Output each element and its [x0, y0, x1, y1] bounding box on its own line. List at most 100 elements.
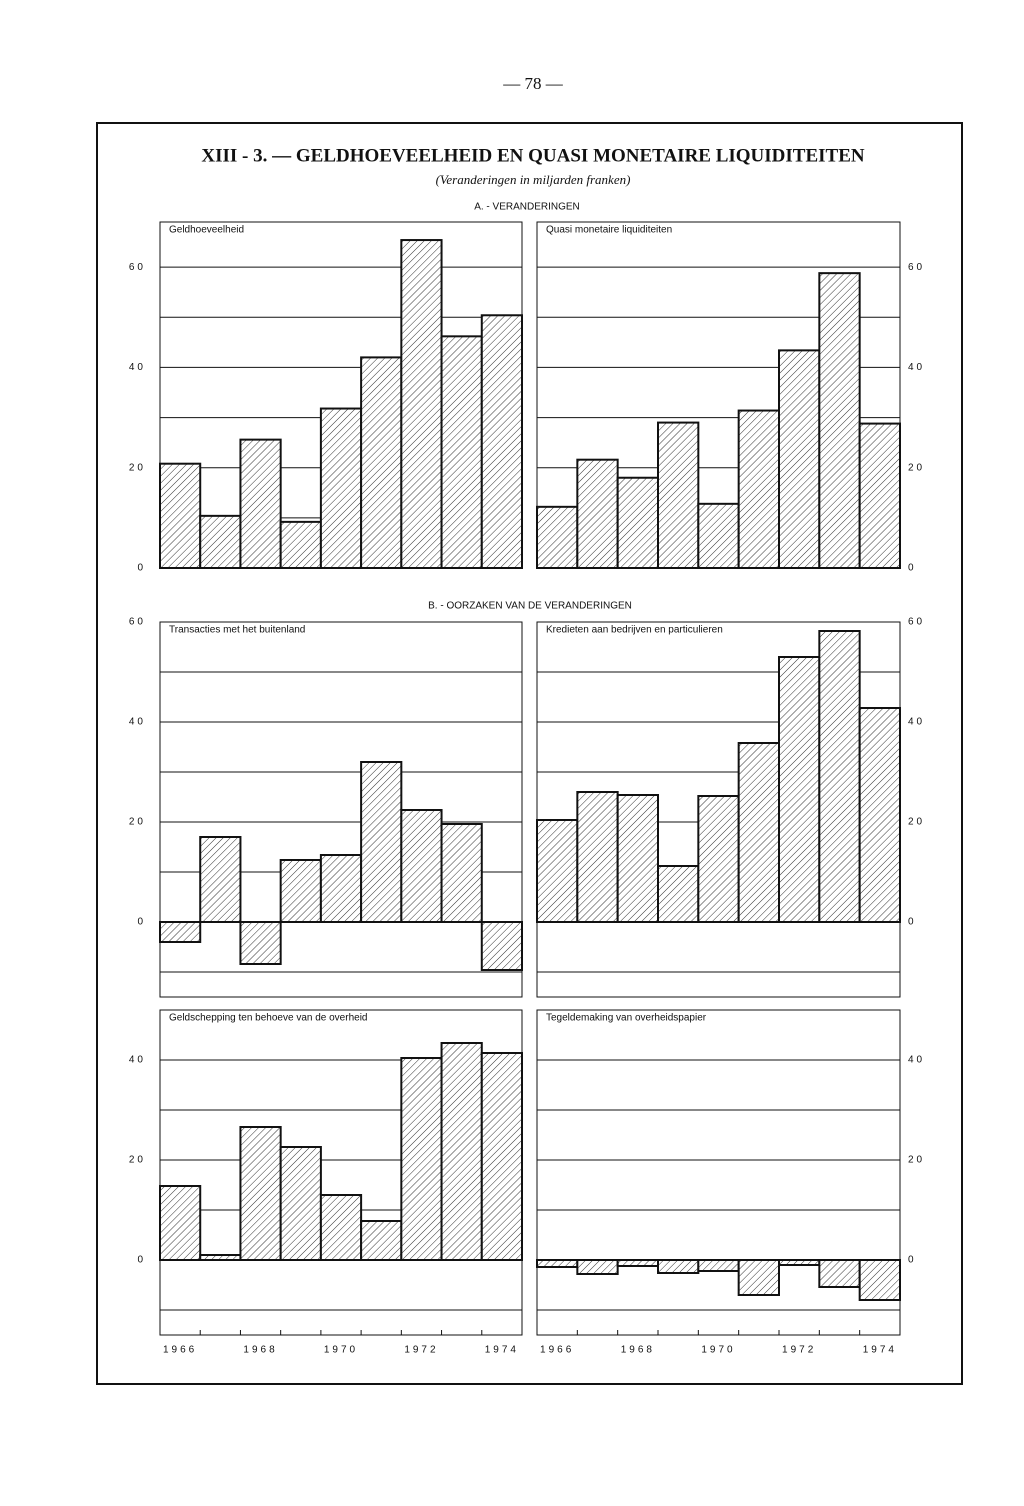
y-tick-label: 40 [129, 717, 146, 728]
bar [818, 272, 861, 569]
bar [818, 630, 861, 923]
y-tick-label: 40 [129, 362, 146, 373]
bar [279, 1146, 322, 1261]
y-tick-label: 20 [129, 817, 146, 828]
y-tick-label: 40 [908, 362, 925, 373]
y-tick-label: 20 [129, 1155, 146, 1166]
bar [697, 795, 740, 923]
bar [536, 1259, 579, 1268]
bar [400, 1057, 443, 1261]
bar [319, 1194, 363, 1261]
main-title: XIII - 3. — GELDHOEVEELHEID EN QUASI MON… [201, 145, 864, 166]
bar [536, 819, 579, 923]
bar [279, 859, 322, 923]
bar [616, 794, 660, 923]
y-tick-label: 0 [137, 563, 146, 574]
bar [778, 656, 821, 923]
y-tick-label: 0 [137, 917, 146, 928]
bar [199, 514, 242, 570]
bar [858, 1259, 902, 1301]
y-tick-label: 0 [908, 563, 917, 574]
bar [657, 1259, 700, 1274]
bar [616, 1259, 660, 1267]
bar [697, 502, 740, 569]
panel-title: Quasi monetaire liquiditeiten [546, 225, 672, 236]
bar [440, 1042, 483, 1261]
y-tick-label: 20 [908, 1155, 925, 1166]
section-label: B. - OORZAKEN VAN DE VERANDERINGEN [428, 601, 632, 612]
bar [657, 865, 700, 923]
x-tick-label: 1972 [782, 1345, 816, 1356]
y-tick-label: 60 [908, 262, 925, 273]
frame [96, 122, 963, 1385]
bar [360, 356, 403, 569]
y-tick-label: 20 [908, 462, 925, 473]
bar [360, 761, 403, 923]
y-tick-label: 20 [129, 462, 146, 473]
x-tick-label: 1974 [863, 1345, 897, 1356]
y-tick-label: 60 [129, 617, 146, 628]
bar [440, 335, 483, 570]
x-tick-label: 1970 [701, 1345, 735, 1356]
bar [199, 836, 242, 923]
bar [536, 505, 579, 569]
panel-title: Tegeldemaking van overheidspapier [546, 1013, 707, 1024]
bar [159, 921, 202, 943]
bar [576, 458, 619, 569]
x-tick-label: 1968 [243, 1345, 277, 1356]
bar [737, 742, 781, 923]
bar [858, 422, 902, 569]
bar [360, 1220, 403, 1261]
bar [480, 1052, 523, 1261]
bar [159, 462, 202, 569]
bar [400, 809, 443, 923]
subtitle: (Veranderingen in miljarden franken) [436, 172, 631, 187]
x-tick-label: 1970 [324, 1345, 358, 1356]
bar [737, 409, 781, 569]
x-tick-label: 1968 [621, 1345, 655, 1356]
bar [818, 1259, 861, 1288]
bar [279, 520, 322, 569]
y-tick-label: 60 [908, 617, 925, 628]
section-label: A. - VERANDERINGEN [474, 202, 580, 213]
bar [400, 239, 443, 569]
panel-frame [536, 1009, 901, 1336]
y-tick-label: 40 [908, 717, 925, 728]
bar [480, 314, 523, 569]
y-tick-label: 0 [137, 1255, 146, 1266]
bar [858, 707, 902, 923]
bar [319, 854, 363, 923]
bar [778, 1259, 821, 1266]
y-tick-label: 0 [908, 917, 917, 928]
panel-title: Geldhoeveelheid [169, 225, 244, 236]
x-tick-label: 1972 [404, 1345, 438, 1356]
panel-frame [159, 621, 523, 998]
bar [239, 1126, 282, 1261]
x-tick-label: 1966 [540, 1345, 574, 1356]
panel-title: Geldschepping ten behoeve van de overhei… [169, 1013, 367, 1024]
bar [737, 1259, 781, 1296]
bar [616, 476, 660, 570]
panel-title: Kredieten aan bedrijven en particulieren [546, 625, 723, 636]
bar [657, 421, 700, 569]
bar [199, 1254, 242, 1261]
x-tick-label: 1966 [163, 1345, 197, 1356]
bar [697, 1259, 740, 1272]
bar [576, 1259, 619, 1275]
page-number: — 78 — [502, 74, 564, 93]
y-tick-label: 0 [908, 1255, 917, 1266]
bar [159, 1185, 202, 1261]
bar [576, 791, 619, 923]
bar [239, 921, 282, 965]
bar [440, 823, 483, 923]
y-tick-label: 20 [908, 817, 925, 828]
bar [319, 407, 363, 569]
y-tick-label: 40 [129, 1055, 146, 1066]
bar [480, 921, 523, 971]
x-tick-label: 1974 [485, 1345, 519, 1356]
y-tick-label: 40 [908, 1055, 925, 1066]
panel-title: Transacties met het buitenland [169, 625, 305, 636]
bar [239, 438, 282, 570]
bar [778, 349, 821, 569]
